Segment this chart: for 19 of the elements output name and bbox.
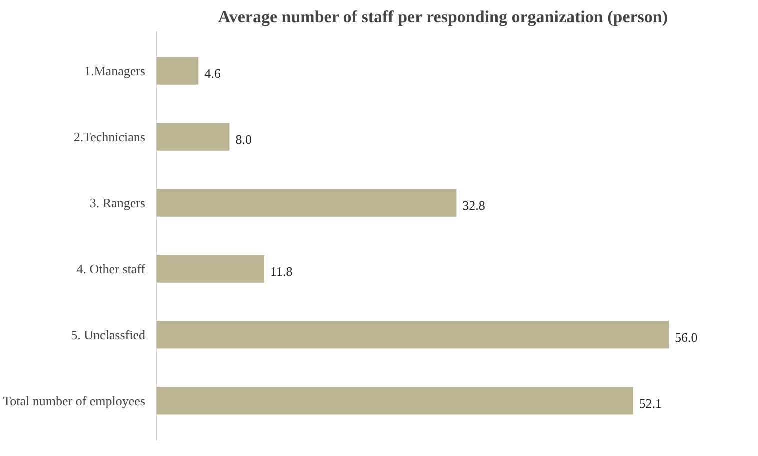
y-tick-label: 1.Managers bbox=[84, 64, 146, 79]
y-tick-label: Total number of employees bbox=[3, 393, 146, 408]
bar bbox=[156, 57, 199, 85]
bar bbox=[156, 123, 230, 151]
data-label: 11.8 bbox=[270, 264, 293, 279]
bar bbox=[156, 189, 457, 217]
y-tick-label: 5. Unclassfied bbox=[71, 327, 146, 342]
data-label: 32.8 bbox=[462, 198, 486, 214]
data-label: 52.1 bbox=[639, 396, 662, 411]
y-tick-label: 4. Other staff bbox=[76, 261, 146, 276]
y-tick-label: 3. Rangers bbox=[90, 196, 146, 211]
bar bbox=[156, 255, 264, 283]
data-label: 8.0 bbox=[236, 132, 252, 148]
bar bbox=[156, 321, 669, 349]
chart-title: Average number of staff per responding organization (person) bbox=[218, 8, 668, 26]
data-label: 56.0 bbox=[675, 330, 698, 345]
bar bbox=[156, 387, 634, 415]
data-label: 4.6 bbox=[204, 66, 222, 82]
y-tick-label: 2.Technicians bbox=[74, 130, 146, 145]
